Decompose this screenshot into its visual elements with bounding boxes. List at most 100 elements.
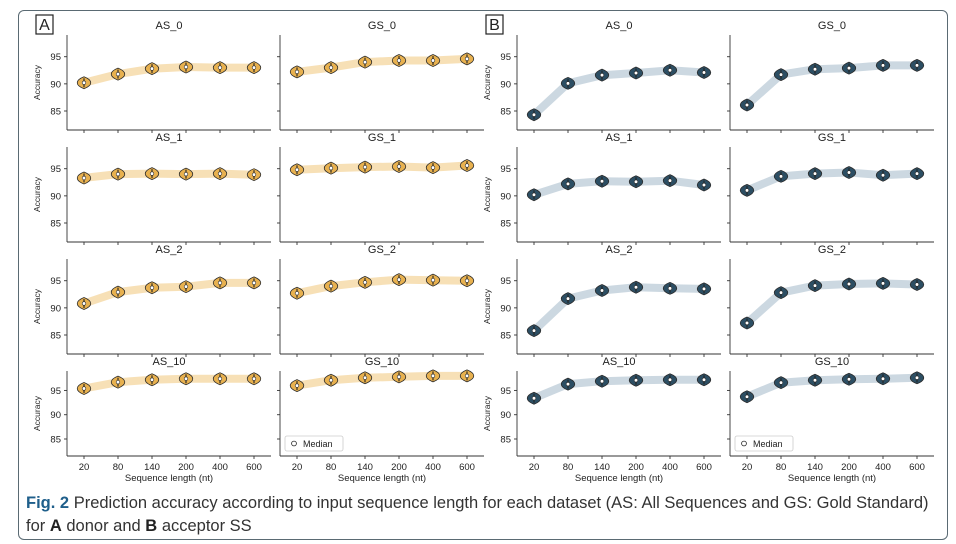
median-point [667, 68, 673, 73]
trend-band [293, 54, 471, 76]
y-tick-label: 90 [500, 191, 511, 202]
caption-letter-a: A [49, 517, 62, 535]
x-tick-label: 600 [696, 462, 712, 473]
caption-letter-b: B [145, 517, 158, 535]
median-point [115, 71, 121, 77]
median-point [464, 56, 470, 61]
y-tick-label: 95 [50, 164, 61, 175]
median-point [701, 182, 707, 188]
trend-band [293, 161, 471, 174]
median-point [744, 320, 750, 326]
median-point [667, 178, 673, 183]
median-point [778, 174, 784, 179]
median-point [744, 102, 750, 108]
x-axis-label: Sequence length (nt) [575, 473, 663, 484]
y-tick-label: 90 [50, 410, 61, 421]
subplot-title: AS_10 [602, 356, 635, 368]
trend-band [530, 176, 708, 199]
median-point [183, 284, 189, 289]
median-point [251, 65, 257, 70]
legend-box [734, 435, 794, 452]
legend-median-marker [291, 440, 297, 447]
x-tick-label: 200 [841, 462, 857, 473]
legend: Median [284, 435, 344, 452]
median-point [744, 188, 750, 193]
y-tick-label: 95 [500, 52, 511, 63]
y-tick-label: 90 [500, 303, 511, 314]
median-point [115, 290, 121, 295]
median-point [115, 380, 121, 385]
median-point [217, 65, 223, 70]
subplot-as_0: AS_0 85 90 95 Accuracy [482, 20, 721, 133]
subplot-title: GS_1 [368, 132, 396, 144]
median-point [633, 70, 639, 76]
median-point [812, 378, 818, 383]
x-tick-label: 80 [563, 462, 574, 473]
panel-a: A AS_0 85 90 95 Accuracy GS_0 AS_1 85 90 95 Accurac… [32, 14, 484, 484]
median-point [149, 66, 155, 71]
median-point [565, 181, 571, 187]
subplot-title: GS_2 [818, 244, 846, 256]
subplot-title: GS_1 [818, 132, 846, 144]
y-tick-label: 85 [50, 219, 61, 230]
legend-label: Median [303, 439, 333, 449]
median-point [362, 164, 368, 170]
subplot-gs_10: GS_10 20 80 140 200 400 600 Sequence length (nt… [727, 356, 934, 484]
median-point [599, 179, 605, 184]
median-point [914, 171, 920, 176]
median-point [464, 373, 470, 378]
median-point [251, 172, 257, 177]
y-tick-label: 90 [50, 191, 61, 202]
y-tick-label: 85 [500, 435, 511, 446]
median-point [81, 301, 87, 306]
median-point [217, 280, 223, 285]
x-tick-label: 20 [742, 462, 753, 473]
median-point [81, 175, 87, 181]
subplot-title: GS_10 [365, 356, 399, 368]
legend-label: Median [753, 439, 783, 449]
x-tick-label: 200 [391, 462, 407, 473]
median-point [565, 296, 571, 301]
y-tick-label: 95 [50, 52, 61, 63]
trend-band [743, 168, 921, 195]
median-point [294, 291, 300, 296]
trend-band [80, 169, 258, 182]
x-tick-label: 200 [178, 462, 194, 473]
figure-frame [18, 10, 948, 540]
x-tick-label: 400 [662, 462, 678, 473]
x-tick-label: 20 [79, 462, 90, 473]
median-point [430, 278, 436, 283]
caption-text-1: Prediction accuracy according to input s… [26, 494, 929, 535]
y-axis-label: Accuracy [482, 395, 492, 431]
y-tick-label: 90 [50, 303, 61, 314]
median-point [396, 374, 402, 379]
median-point [846, 170, 852, 175]
median-point [328, 378, 334, 383]
subplot-gs_0: GS_0 [727, 20, 934, 133]
y-tick-label: 95 [50, 386, 61, 397]
subplot-gs_10: GS_10 20 80 140 200 400 600 Sequence length (nt… [277, 356, 484, 484]
subplot-title: GS_10 [815, 356, 849, 368]
median-point [846, 377, 852, 382]
median-point [701, 70, 707, 75]
subplot-as_0: AS_0 85 90 95 Accuracy [32, 20, 271, 133]
y-tick-label: 85 [50, 107, 61, 118]
median-point [115, 172, 121, 177]
median-point [531, 328, 537, 333]
x-axis-label: Sequence length (nt) [788, 473, 876, 484]
x-tick-label: 400 [875, 462, 891, 473]
subplot-gs_1: GS_1 [727, 132, 934, 245]
median-point [149, 377, 155, 382]
y-tick-label: 85 [50, 331, 61, 342]
median-point [464, 278, 470, 283]
median-point [251, 376, 257, 381]
median-point [599, 73, 605, 78]
median-point [914, 282, 920, 287]
trend-band [293, 275, 471, 298]
median-point [328, 65, 334, 70]
subplot-gs_2: GS_2 [727, 244, 934, 357]
subplot-title: AS_0 [606, 20, 633, 32]
trend-band [530, 375, 708, 403]
y-axis-label: Accuracy [32, 395, 42, 431]
x-tick-label: 80 [326, 462, 337, 473]
